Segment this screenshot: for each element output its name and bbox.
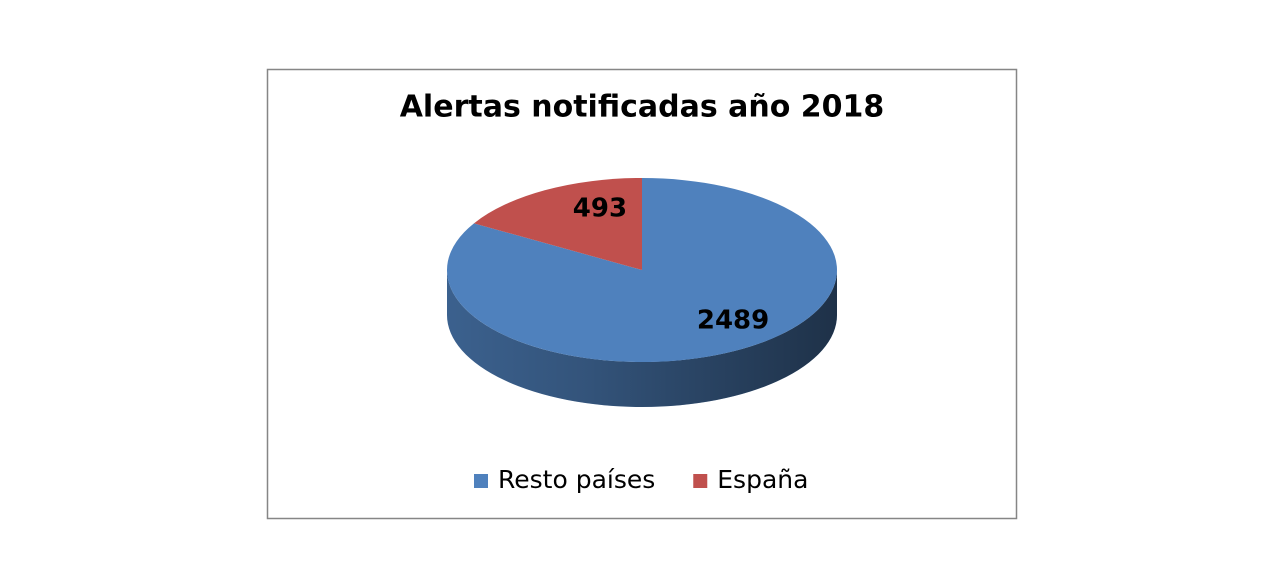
pie: 2489 493	[447, 178, 837, 407]
data-label: 493	[573, 194, 627, 224]
pie-side-shade	[447, 270, 837, 407]
legend-label: Resto países	[498, 465, 655, 494]
legend-swatch	[693, 474, 708, 488]
legend: Resto países España	[474, 465, 808, 494]
legend-label: España	[717, 465, 808, 494]
pie-slice	[473, 178, 642, 270]
data-label: 2489	[697, 305, 769, 335]
legend-swatch	[474, 474, 488, 488]
chart-title: Alertas notificadas año 2018	[400, 90, 885, 125]
